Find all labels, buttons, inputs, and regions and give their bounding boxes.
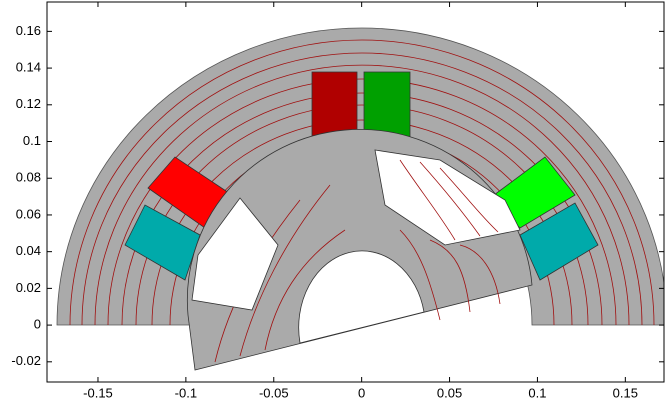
- y-tick-label: 0.06: [16, 206, 41, 221]
- y-tick-label: 0.1: [23, 133, 41, 148]
- chart: -0.15 -0.1 -0.05 0 0.05 0.1 0.15 -0.02 0 0.02 0.04…: [0, 0, 666, 402]
- x-tick-label: -0.05: [259, 385, 289, 400]
- field-plot: [57, 28, 666, 370]
- x-tick-label: 0.1: [528, 385, 546, 400]
- y-tick-label: 0.02: [16, 280, 41, 295]
- y-tick-label: 0.16: [16, 23, 41, 38]
- y-tick-label: 0: [34, 317, 41, 332]
- x-tick-label: 0: [358, 385, 365, 400]
- y-tick-label: 0.04: [16, 243, 41, 258]
- x-tick-label: 0.05: [437, 385, 462, 400]
- y-tick-label: 0.14: [16, 60, 41, 75]
- y-tick-label: 0.12: [16, 96, 41, 111]
- x-tick-label: 0.15: [613, 385, 638, 400]
- y-tick-label: 0.08: [16, 170, 41, 185]
- x-tick-label: -0.1: [175, 385, 197, 400]
- x-tick-label: -0.15: [83, 385, 113, 400]
- y-tick-label: -0.02: [11, 353, 41, 368]
